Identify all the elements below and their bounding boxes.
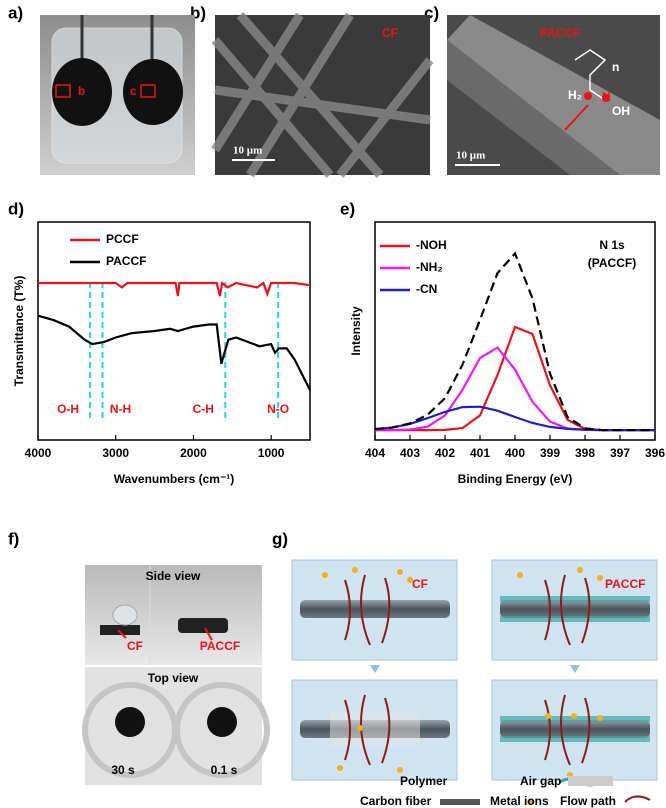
annotation: (PACCF)	[588, 256, 636, 270]
sample-label: CF	[127, 639, 143, 653]
legend-text: PACCF	[106, 254, 146, 268]
time-label: 0.1 s	[211, 763, 238, 777]
photo-f	[82, 565, 270, 785]
region-label: b	[78, 84, 85, 98]
sample-label: PACCF	[540, 26, 580, 40]
panel-label: f)	[8, 529, 19, 548]
annotation: N-H	[110, 402, 131, 416]
sample-label: PACCF	[605, 577, 645, 591]
scale-bar: 10 µm	[233, 145, 262, 157]
annotation: C-H	[193, 402, 214, 416]
panel-label: a)	[8, 3, 23, 22]
x-tick-label: 397	[610, 446, 630, 460]
series-line	[374, 405, 655, 432]
sample-label: CF	[412, 577, 428, 591]
region-label: c	[130, 84, 137, 98]
x-tick-label: 398	[575, 446, 595, 460]
series-line	[374, 251, 655, 432]
structure-text: H₂	[568, 88, 582, 102]
sample-label: CF	[382, 26, 398, 40]
sem-c	[447, 15, 660, 175]
scale-bar: 10 µm	[456, 150, 485, 162]
x-tick-label: 396	[645, 446, 665, 460]
x-tick-label: 402	[435, 446, 455, 460]
y-axis-label: Transmittance (T%)	[12, 276, 26, 387]
y-axis-label: Intensity	[349, 306, 363, 356]
series-line	[375, 325, 655, 432]
series-line	[38, 280, 311, 298]
structure-text: n	[612, 60, 619, 74]
x-tick-label: 400	[505, 446, 525, 460]
legend-text: Metal ions	[490, 794, 549, 808]
x-tick-label: 2000	[180, 446, 207, 460]
sem-b	[211, 12, 434, 178]
plot-frame	[37, 221, 311, 441]
x-axis-label: Wavenumbers (cm⁻¹)	[114, 472, 235, 486]
legend-text: PCCF	[106, 232, 139, 246]
structure-text: OH	[612, 104, 630, 118]
x-tick-label: 4000	[25, 446, 52, 460]
x-tick-label: 3000	[102, 446, 129, 460]
annotation: N 1s	[599, 238, 625, 252]
schematic-g	[291, 559, 658, 805]
panel-label: d)	[8, 199, 24, 218]
legend-text: -NOH	[416, 238, 447, 252]
legend-text: Air gap	[520, 774, 561, 788]
x-tick-label: 399	[540, 446, 560, 460]
panel-label: g)	[272, 529, 288, 548]
legend-text: Flow path	[560, 794, 616, 808]
panel-label: e)	[340, 199, 355, 218]
x-tick-label: 1000	[258, 446, 285, 460]
x-axis-label: Binding Energy (eV)	[458, 472, 573, 486]
annotation: N-O	[267, 402, 289, 416]
series-line	[37, 314, 311, 391]
x-tick-label: 403	[400, 446, 420, 460]
legend-text: -NH₂	[416, 260, 443, 274]
x-tick-label: 404	[365, 446, 385, 460]
view-title: Side view	[146, 569, 201, 583]
photo-a	[40, 15, 195, 175]
time-label: 30 s	[111, 763, 135, 777]
legend-text: Carbon fiber	[360, 794, 432, 808]
legend-text: -CN	[416, 282, 437, 296]
sample-label: PACCF	[200, 639, 240, 653]
x-tick-label: 401	[470, 446, 490, 460]
view-title: Top view	[148, 671, 199, 685]
annotation: O-H	[57, 402, 79, 416]
legend-text: Polymer	[400, 774, 448, 788]
structure-text: N	[602, 90, 611, 104]
